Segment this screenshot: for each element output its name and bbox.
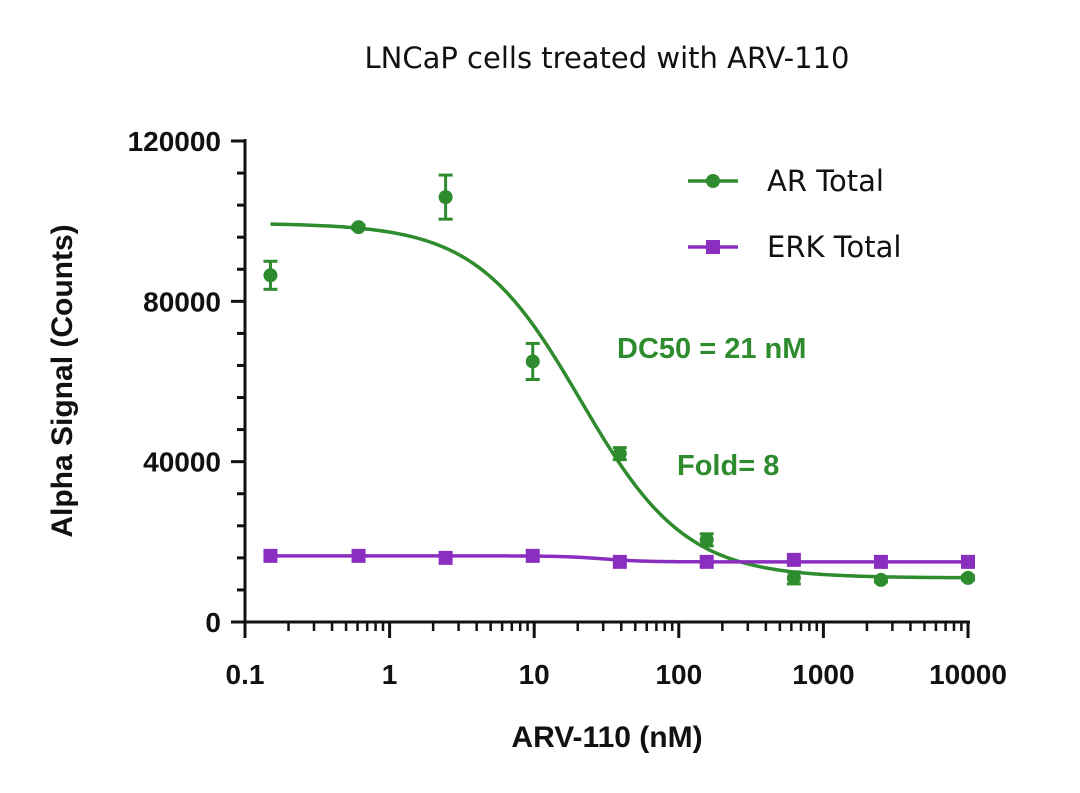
axes: 0 40000 80000 120000 0.1 1 10 100 1000 10000 xyxy=(128,126,1007,690)
y-tick-label: 0 xyxy=(205,607,221,638)
plot-area xyxy=(263,173,975,587)
legend-label-ar-total: AR Total xyxy=(767,164,884,198)
data-point-ar-total xyxy=(263,268,278,283)
data-point-ar-total xyxy=(438,190,453,205)
y-tick-label: 120000 xyxy=(128,126,221,157)
x-tick-label: 0.1 xyxy=(226,659,265,690)
y-tick-label: 80000 xyxy=(143,286,221,317)
data-point-erk-total xyxy=(961,554,975,569)
legend: AR Total ERK Total xyxy=(688,164,901,264)
legend-marker-ar-total xyxy=(706,174,720,188)
data-point-erk-total xyxy=(786,552,801,567)
data-point-ar-total xyxy=(612,446,627,461)
data-point-ar-total xyxy=(786,570,801,585)
chart-title: LNCaP cells treated with ARV-110 xyxy=(364,41,849,75)
data-point-ar-total xyxy=(873,572,888,587)
x-tick-label: 10 xyxy=(519,659,550,690)
legend-marker-erk-total xyxy=(706,240,720,254)
data-point-ar-total xyxy=(699,532,714,547)
data-point-erk-total xyxy=(612,554,627,569)
dc50-annotation: DC50 = 21 nM xyxy=(617,333,806,365)
data-point-ar-total xyxy=(525,354,540,369)
y-axis-label: Alpha Signal (Counts) xyxy=(46,224,79,537)
data-point-erk-total xyxy=(525,548,540,563)
x-tick-label: 1 xyxy=(382,659,398,690)
data-point-ar-total xyxy=(961,570,975,585)
data-point-ar-total xyxy=(351,220,366,235)
y-tick-label: 40000 xyxy=(143,447,221,478)
fit-curve-ar-total xyxy=(270,222,969,580)
data-point-erk-total xyxy=(873,554,888,569)
x-tick-label: 1000 xyxy=(792,659,854,690)
fold-annotation: Fold= 8 xyxy=(677,450,779,482)
data-point-erk-total xyxy=(699,554,714,569)
legend-label-erk-total: ERK Total xyxy=(767,230,901,264)
x-tick-label: 10000 xyxy=(929,659,1007,690)
x-axis-label: ARV-110 (nM) xyxy=(511,721,702,754)
x-tick-label: 100 xyxy=(655,659,702,690)
data-point-erk-total xyxy=(351,548,366,563)
data-point-erk-total xyxy=(263,548,278,563)
data-point-erk-total xyxy=(438,550,453,565)
